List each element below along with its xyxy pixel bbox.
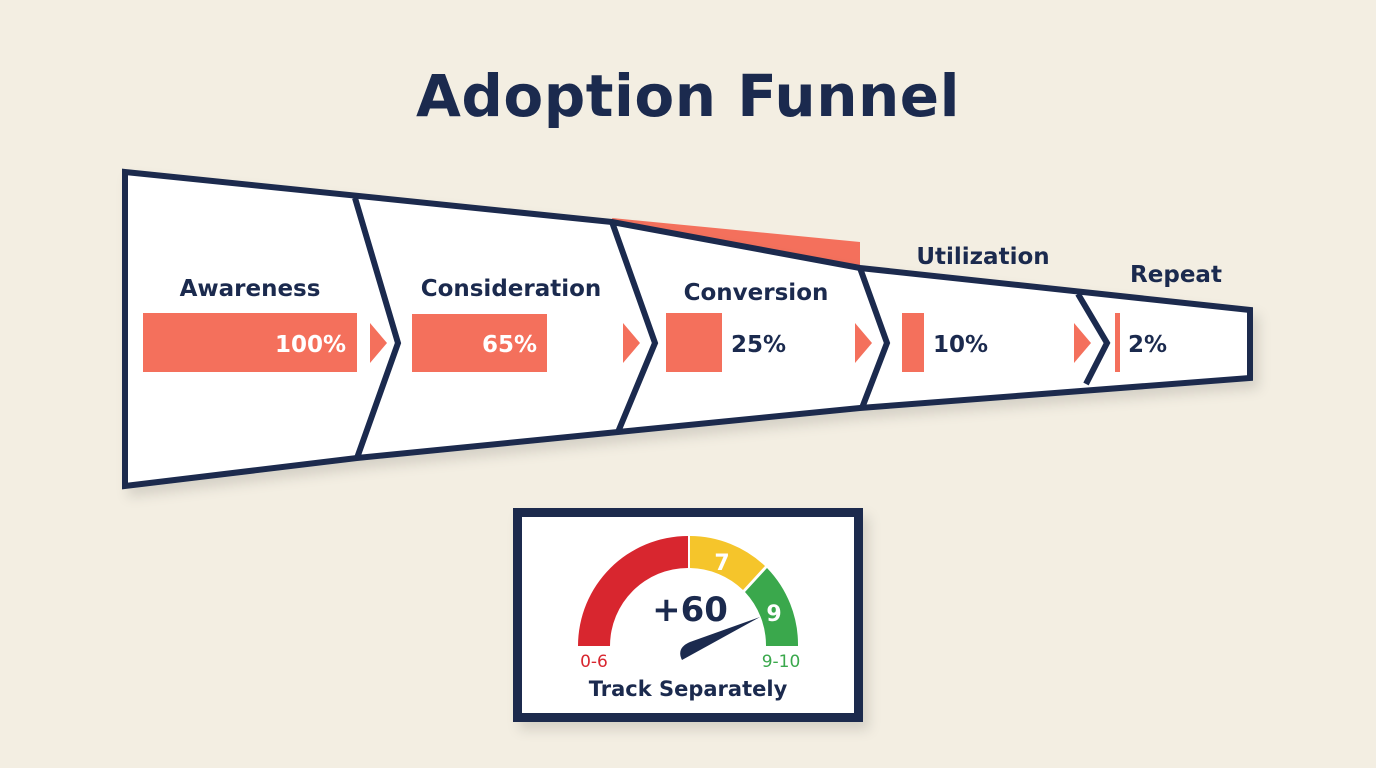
divider-consideration-conversion [609,220,659,434]
divider-conversion-utilization [857,266,891,410]
stage-repeat: Repeat 2% [1115,262,1222,372]
stage-value: 2% [1128,332,1167,358]
stage-label: Utilization [916,244,1049,270]
gauge-needle [680,617,760,660]
page-title: Adoption Funnel [415,62,961,130]
gauge-caption: Track Separately [589,677,788,701]
stage-bar [143,313,357,372]
stage-utilization: Utilization 10% [902,244,1091,372]
stage-value: 10% [933,332,988,358]
stage-conversion: Conversion 25% [666,280,872,372]
stage-value: 100% [275,332,346,358]
gauge-range-high: 9-10 [762,652,801,672]
stage-label: Repeat [1130,262,1222,288]
divider-utilization-repeat [1075,292,1111,386]
stage-label: Conversion [684,280,829,306]
gauge-segment-red [578,536,688,646]
gauge-score: +60 [652,590,728,630]
gauge-range-low: 0-6 [580,652,608,672]
stage-bar [902,313,924,372]
stage-value: 65% [482,332,537,358]
stage-bar [666,313,722,372]
gauge-segment-yellow [690,536,765,590]
gauge-segment-green [745,568,799,646]
stage-awareness: Awareness 100% [143,276,387,372]
stage-bar [1115,313,1120,372]
gauge-label-high: 9 [766,602,781,627]
gauge-label-mid: 7 [714,551,729,576]
arrow-right-icon [1074,323,1091,363]
arrow-right-icon [623,323,640,363]
arrow-right-icon [370,323,387,363]
stage-label: Awareness [180,276,321,302]
stage-value: 25% [731,332,786,358]
divider-awareness-consideration [352,197,402,460]
arrow-right-icon [855,323,872,363]
nps-gauge: 7 9 +60 0-6 9-10 Track Separately [578,536,800,701]
stage-consideration: Consideration 65% [412,276,640,372]
stage-label: Consideration [421,276,602,302]
stage-bar [412,314,547,372]
